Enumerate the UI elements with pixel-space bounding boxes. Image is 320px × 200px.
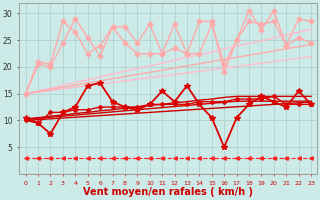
X-axis label: Vent moyen/en rafales ( km/h ): Vent moyen/en rafales ( km/h ) [83, 187, 253, 197]
